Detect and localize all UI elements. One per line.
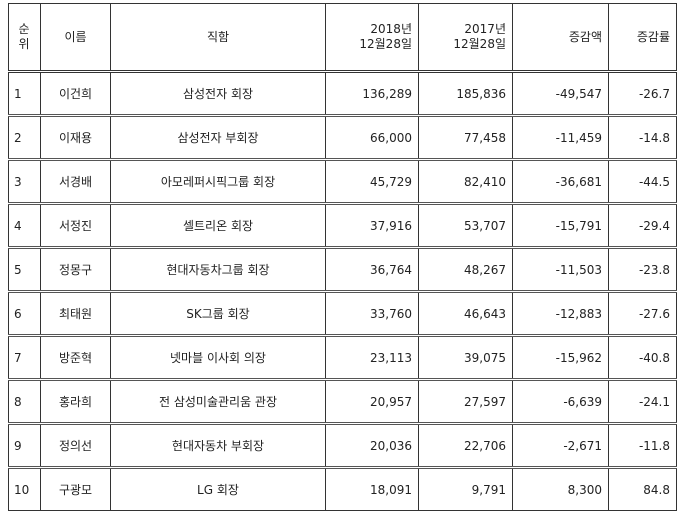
table-cell: 5 — [8, 247, 41, 293]
header-row: 순 위 이름 직함 2018년 12월28일 2017년 12월28일 증감액 증감률 — [8, 3, 677, 73]
table-cell: 이건희 — [40, 71, 111, 117]
table-cell: -12,883 — [512, 291, 609, 337]
table-cell: -11.8 — [608, 423, 677, 469]
table-row: 4 서정진 셀트리온 회장 37,916 53,707 -15,791 -29.4 — [8, 203, 677, 249]
table-cell: LG 회장 — [110, 467, 326, 511]
table-cell: 10 — [8, 467, 41, 511]
table-cell: 8,300 — [512, 467, 609, 511]
table-cell: 9,791 — [418, 467, 513, 511]
table-cell: 현대자동차 부회장 — [110, 423, 326, 469]
table-cell: 이재용 — [40, 115, 111, 161]
table-cell: 23,113 — [325, 335, 419, 381]
table-cell: 정몽구 — [40, 247, 111, 293]
table-cell: -44.5 — [608, 159, 677, 205]
table-cell: 4 — [8, 203, 41, 249]
table-cell: 46,643 — [418, 291, 513, 337]
table-cell: 9 — [8, 423, 41, 469]
table-cell: 84.8 — [608, 467, 677, 511]
table-cell: -6,639 — [512, 379, 609, 425]
header-cell: 직함 — [110, 3, 326, 73]
table-header: 순 위 이름 직함 2018년 12월28일 2017년 12월28일 증감액 증감률 — [8, 3, 677, 73]
table-row: 6 최태원 SK그룹 회장 33,760 46,643 -12,883 -27.6 — [8, 291, 677, 337]
table-cell: 77,458 — [418, 115, 513, 161]
table-cell: 2 — [8, 115, 41, 161]
table-row: 10 구광모 LG 회장 18,091 9,791 8,300 84.8 — [8, 467, 677, 511]
table-cell: 정의선 — [40, 423, 111, 469]
table-cell: -15,962 — [512, 335, 609, 381]
table-cell: -2,671 — [512, 423, 609, 469]
table-cell: 37,916 — [325, 203, 419, 249]
table-cell: 18,091 — [325, 467, 419, 511]
table-cell: 20,957 — [325, 379, 419, 425]
table-cell: 45,729 — [325, 159, 419, 205]
table-row: 2 이재용 삼성전자 부회장 66,000 77,458 -11,459 -14.8 — [8, 115, 677, 161]
header-cell: 2018년 12월28일 — [325, 3, 419, 73]
table-cell: 48,267 — [418, 247, 513, 293]
table-cell: 3 — [8, 159, 41, 205]
table-cell: -26.7 — [608, 71, 677, 117]
table-cell: 7 — [8, 335, 41, 381]
table-cell: 현대자동차그룹 회장 — [110, 247, 326, 293]
table-cell: -24.1 — [608, 379, 677, 425]
table-cell: -11,503 — [512, 247, 609, 293]
table-cell: 33,760 — [325, 291, 419, 337]
table-cell: -40.8 — [608, 335, 677, 381]
table-cell: 185,836 — [418, 71, 513, 117]
table-cell: 구광모 — [40, 467, 111, 511]
table-cell: -23.8 — [608, 247, 677, 293]
table-cell: 20,036 — [325, 423, 419, 469]
header-cell: 증감률 — [608, 3, 677, 73]
table-cell: 39,075 — [418, 335, 513, 381]
table-row: 8 홍라희 전 삼성미술관리움 관장 20,957 27,597 -6,639 -24.1 — [8, 379, 677, 425]
table-cell: -15,791 — [512, 203, 609, 249]
table-row: 1 이건희 삼성전자 회장 136,289 185,836 -49,547 -26.7 — [8, 71, 677, 117]
table-cell: 전 삼성미술관리움 관장 — [110, 379, 326, 425]
table-row: 5 정몽구 현대자동차그룹 회장 36,764 48,267 -11,503 -23.8 — [8, 247, 677, 293]
table-cell: -27.6 — [608, 291, 677, 337]
table-cell: 1 — [8, 71, 41, 117]
table-cell: 삼성전자 부회장 — [110, 115, 326, 161]
table-cell: 22,706 — [418, 423, 513, 469]
table-row: 3 서경배 아모레퍼시픽그룹 회장 45,729 82,410 -36,681 -44.5 — [8, 159, 677, 205]
table-cell: 6 — [8, 291, 41, 337]
header-cell: 2017년 12월28일 — [418, 3, 513, 73]
table-cell: 136,289 — [325, 71, 419, 117]
table-cell: -49,547 — [512, 71, 609, 117]
header-cell: 증감액 — [512, 3, 609, 73]
table-cell: SK그룹 회장 — [110, 291, 326, 337]
header-cell: 순 위 — [8, 3, 41, 73]
table-cell: 셀트리온 회장 — [110, 203, 326, 249]
table-cell: 서경배 — [40, 159, 111, 205]
table-cell: 82,410 — [418, 159, 513, 205]
table-cell: 66,000 — [325, 115, 419, 161]
table-cell: 홍라희 — [40, 379, 111, 425]
table-cell: 8 — [8, 379, 41, 425]
table-cell: 아모레퍼시픽그룹 회장 — [110, 159, 326, 205]
table-row: 7 방준혁 넷마블 이사회 의장 23,113 39,075 -15,962 -40.8 — [8, 335, 677, 381]
table-cell: 서정진 — [40, 203, 111, 249]
table-cell: -36,681 — [512, 159, 609, 205]
header-cell: 이름 — [40, 3, 111, 73]
table-cell: -14.8 — [608, 115, 677, 161]
table-cell: -11,459 — [512, 115, 609, 161]
table-cell: 방준혁 — [40, 335, 111, 381]
table-cell: 27,597 — [418, 379, 513, 425]
table-cell: 53,707 — [418, 203, 513, 249]
table-body: 1 이건희 삼성전자 회장 136,289 185,836 -49,547 -26.7 2 이재… — [8, 71, 677, 511]
table-cell: 넷마블 이사회 의장 — [110, 335, 326, 381]
table-cell: -29.4 — [608, 203, 677, 249]
table-cell: 36,764 — [325, 247, 419, 293]
table-cell: 최태원 — [40, 291, 111, 337]
table-row: 9 정의선 현대자동차 부회장 20,036 22,706 -2,671 -11.8 — [8, 423, 677, 469]
table-cell: 삼성전자 회장 — [110, 71, 326, 117]
